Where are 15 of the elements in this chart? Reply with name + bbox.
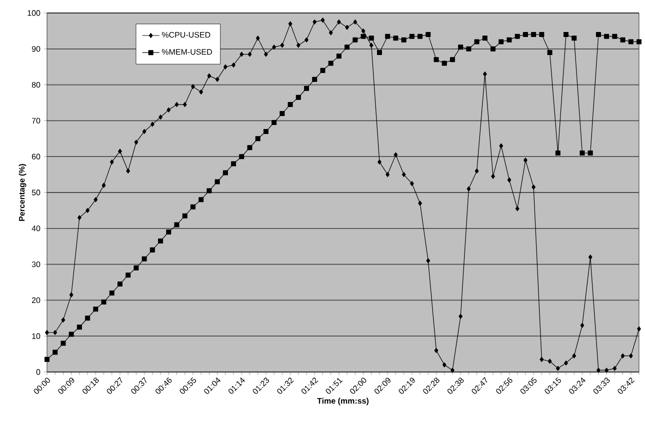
y-tick-label: 20	[32, 297, 40, 304]
y-tick-label: 80	[32, 82, 40, 88]
y-tick-label: 10	[32, 333, 40, 339]
y-tick-label: 60	[32, 154, 40, 160]
y-tick-label: 30	[32, 261, 40, 268]
y-tick-label: 50	[32, 190, 40, 196]
y-tick-label: 40	[32, 226, 40, 232]
y-axis-title: Percentage (%)	[18, 164, 26, 221]
legend-label: %CPU-USED	[162, 32, 210, 38]
y-tick-label: 90	[32, 46, 40, 52]
legend-label: %MEM-USED	[162, 49, 212, 55]
y-tick-label: 0	[36, 369, 40, 375]
x-axis-title: Time (mm:ss)	[317, 398, 369, 406]
y-tick-label: 100	[28, 10, 40, 16]
y-tick-label: 70	[32, 118, 40, 124]
